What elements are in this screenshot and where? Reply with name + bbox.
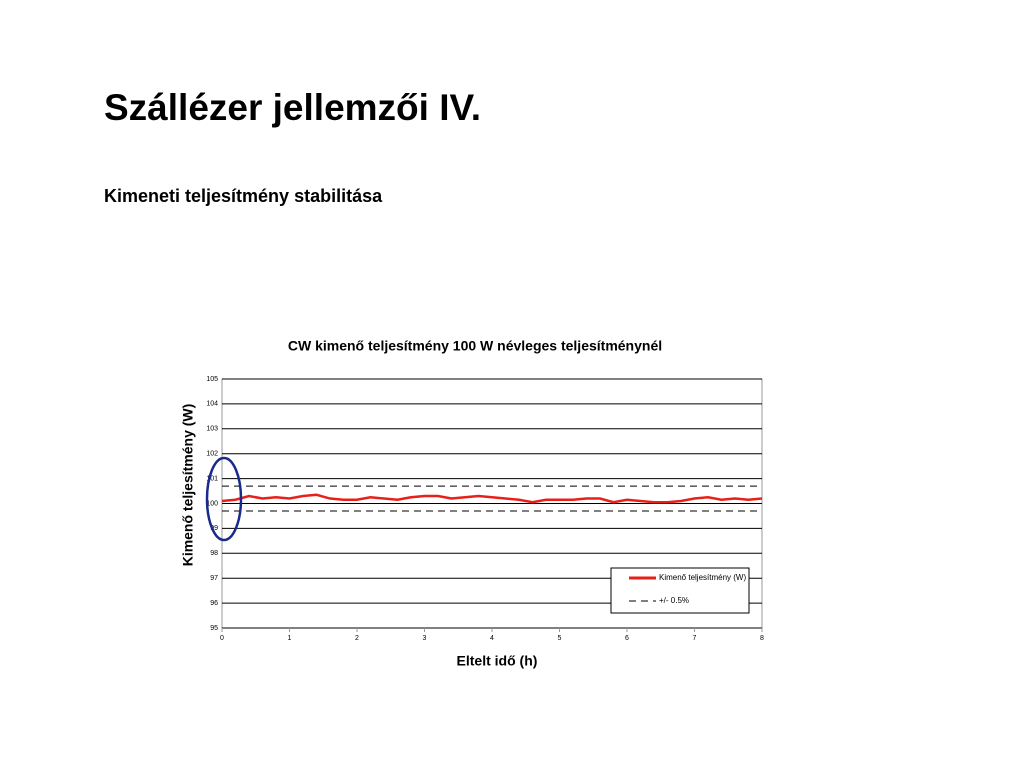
y-tick-label: 104: [206, 401, 218, 408]
y-axis-label: Kimenő teljesítmény (W): [180, 404, 196, 567]
y-tick-label: 103: [206, 426, 218, 433]
x-tick-label: 7: [693, 635, 697, 642]
y-tick-label: 95: [210, 625, 218, 632]
y-tick-label: 105: [206, 376, 218, 383]
highlight-ellipse: [205, 456, 243, 542]
x-axis-label: Eltelt idő (h): [457, 653, 538, 669]
y-tick-label: 96: [210, 600, 218, 607]
x-tick-label: 6: [625, 635, 629, 642]
chart-title: CW kimenő teljesítmény 100 W névleges te…: [288, 338, 662, 354]
x-tick-label: 5: [558, 635, 562, 642]
y-tick-label: 99: [210, 525, 218, 532]
x-tick-label: 0: [220, 635, 224, 642]
y-tick-label: 98: [210, 550, 218, 557]
legend-box: [610, 567, 750, 614]
y-tick-label: 102: [206, 451, 218, 458]
legend-label: +/- 0.5%: [659, 596, 689, 605]
y-tick-label: 100: [206, 500, 218, 507]
series-line: [221, 493, 763, 504]
slide-title: Szállézer jellemzői IV.: [104, 87, 481, 128]
x-tick-label: 3: [423, 635, 427, 642]
x-tick-label: 1: [288, 635, 292, 642]
y-tick-label: 97: [210, 575, 218, 582]
legend-label: Kimenő teljesítmény (W): [659, 573, 746, 582]
y-tick-label: 101: [206, 475, 218, 482]
x-tick-label: 4: [490, 635, 494, 642]
slide-subtitle: Kimeneti teljesítmény stabilitása: [104, 186, 383, 206]
x-tick-label: 2: [355, 635, 359, 642]
x-tick-label: 8: [760, 635, 764, 642]
